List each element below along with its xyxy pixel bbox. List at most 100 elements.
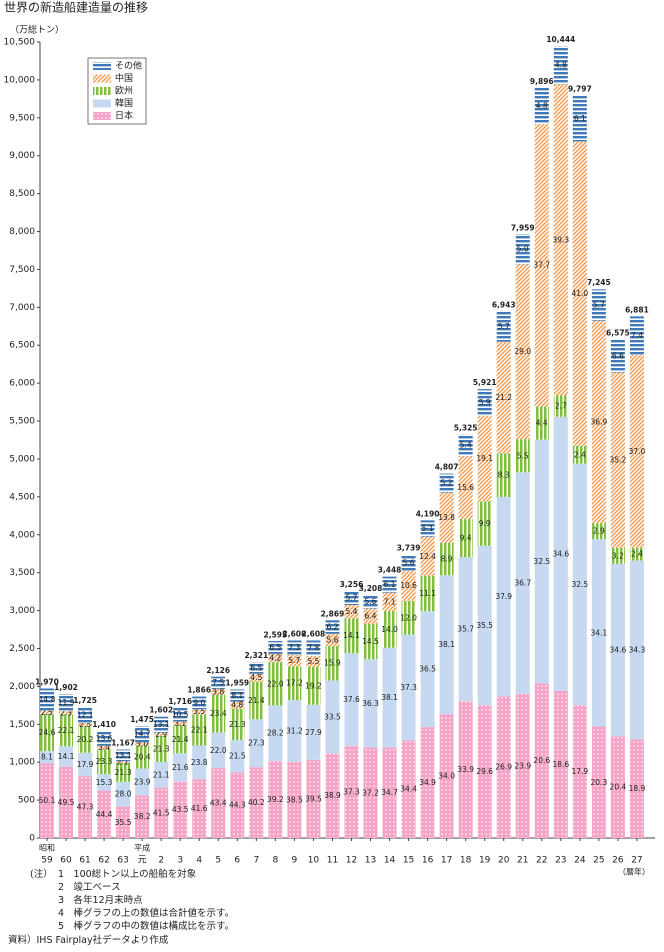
bar-segment — [477, 705, 492, 838]
bar-segment — [496, 311, 511, 342]
segment-label: 2.9 — [155, 730, 167, 739]
total-label: 2,608 — [302, 629, 326, 638]
segment-label: 27.9 — [305, 728, 322, 737]
bar-segment — [477, 501, 492, 546]
segment-label: 17.9 — [571, 767, 588, 776]
total-label: 2,321 — [244, 651, 268, 660]
bar-segment — [154, 787, 169, 838]
bar-segment — [553, 395, 568, 417]
segment-label: 22.1 — [58, 726, 75, 735]
segment-label: 7.4 — [631, 331, 643, 340]
bar-segment — [363, 594, 378, 609]
bar-segment — [382, 576, 397, 593]
bar-segment — [515, 264, 530, 440]
segment-label: 17.2 — [286, 679, 303, 688]
segment-label: 37.0 — [629, 447, 646, 456]
segment-label: 4.8 — [555, 61, 567, 70]
segment-label: 3.5 — [193, 707, 205, 716]
legend-label: 日本 — [115, 110, 133, 122]
bar-segment — [610, 563, 625, 737]
segment-label: 2.4 — [574, 450, 586, 459]
bar-segment — [211, 694, 226, 733]
segment-label: 7.1 — [384, 597, 396, 606]
segment-label: 5.9 — [479, 398, 491, 407]
legend-swatch — [93, 112, 111, 120]
y-tick-label: 6,000 — [9, 379, 35, 389]
bar-segment — [553, 690, 568, 838]
segment-label: 37.6 — [343, 695, 360, 704]
x-tick-label: 6 — [234, 856, 240, 866]
segment-label: 4.2 — [269, 653, 281, 662]
bar-segment — [287, 640, 302, 655]
y-tick-label: 1,000 — [9, 758, 35, 768]
total-label: 7,245 — [587, 278, 611, 287]
segment-label: 15.9 — [324, 659, 341, 668]
bar-segment — [496, 696, 511, 838]
bar-segment — [420, 520, 435, 537]
segment-label: 3.4 — [98, 743, 110, 752]
bar-segment — [325, 753, 340, 838]
segment-label: 38.2 — [134, 812, 151, 821]
bar-segment — [572, 445, 587, 464]
bar-segment — [515, 234, 530, 265]
bar-segment — [591, 320, 606, 524]
y-tick-label: 1,500 — [9, 720, 35, 730]
bar-segment — [534, 683, 549, 838]
segment-label: 34.6 — [610, 646, 627, 655]
segment-label: 6.5 — [250, 663, 262, 672]
segment-label: 43.5 — [172, 805, 189, 814]
segment-label: 21.5 — [229, 752, 246, 761]
segment-label: 5.4 — [346, 607, 358, 616]
x-tick-label: 24 — [574, 856, 586, 866]
segment-label: 5.2 — [441, 479, 453, 488]
bar-segment — [173, 707, 188, 722]
x-tick-label: 26 — [612, 856, 624, 866]
bar-segment — [97, 745, 112, 750]
bar-segment — [363, 623, 378, 660]
segment-label: 2.7 — [555, 402, 567, 411]
bar-segment — [629, 739, 644, 838]
bar-segment — [420, 727, 435, 838]
x-tick-label: 27 — [631, 856, 642, 866]
bar-segment — [192, 696, 207, 710]
x-tick-label: 5 — [215, 856, 221, 866]
bar-segment — [629, 354, 644, 548]
segment-label: 37.9 — [495, 592, 512, 601]
x-tick-label: 15 — [403, 856, 414, 866]
bar-segment — [591, 289, 606, 321]
y-tick-label: 9,000 — [9, 151, 35, 161]
bar-segment — [59, 693, 74, 712]
bar-segment — [458, 701, 473, 838]
bar-segment — [325, 645, 340, 681]
segment-label: 5.6 — [365, 597, 377, 606]
bar-segment — [230, 740, 245, 773]
segment-label: 44.3 — [229, 801, 246, 810]
segment-label: 35.7 — [457, 625, 474, 634]
bar-segment — [173, 753, 188, 782]
segment-label: 21.1 — [153, 770, 170, 779]
bar-segment — [401, 554, 416, 571]
segment-label: 2.4 — [631, 550, 643, 559]
bar-segment — [458, 434, 473, 457]
bar-segment — [154, 761, 169, 788]
bar-segment — [458, 519, 473, 558]
x-tick-label: 60 — [60, 856, 72, 866]
x-tick-label: 10 — [308, 856, 320, 866]
bar-segment — [496, 453, 511, 497]
bar-segment — [515, 439, 530, 473]
x-tick-label: 2 — [158, 856, 164, 866]
segment-label: 41.0 — [571, 289, 588, 298]
bar-segment — [40, 688, 54, 711]
bar-segment — [230, 701, 245, 709]
total-label: 10,444 — [546, 35, 575, 44]
segment-label: 37.7 — [533, 261, 550, 270]
source: 資料）IHS Fairplay社データより作成 — [8, 935, 169, 946]
y-tick-label: 5,000 — [9, 454, 35, 464]
segment-label: 17.9 — [77, 760, 94, 769]
segment-label: 12.0 — [400, 613, 417, 622]
bar-segment — [306, 640, 321, 656]
segment-label: 5.1 — [422, 524, 434, 533]
bar-segment — [344, 590, 359, 605]
bar-segment — [420, 611, 435, 728]
